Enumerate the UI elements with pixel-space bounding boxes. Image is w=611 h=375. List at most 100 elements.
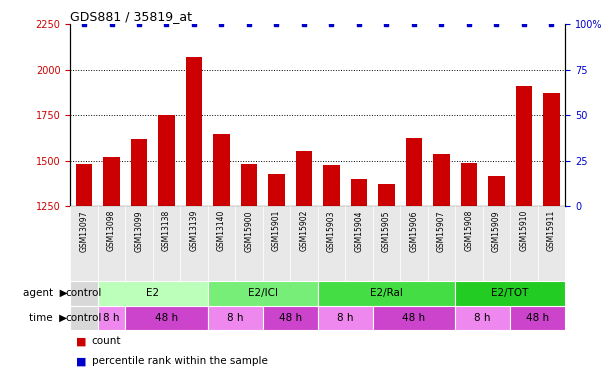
Bar (98, 281, 208, 306)
Bar (378, 183, 395, 206)
Bar (433, 153, 450, 206)
Point (492, 21, 502, 27)
Text: GSM15900: GSM15900 (244, 210, 254, 252)
Text: agent  ▶: agent ▶ (23, 288, 67, 298)
Text: 48 h: 48 h (279, 313, 302, 323)
Point (134, 21, 144, 27)
Bar (318, 281, 455, 306)
Text: GSM15905: GSM15905 (382, 210, 391, 252)
Bar (213, 134, 230, 206)
Bar (235, 206, 263, 281)
Point (381, 21, 392, 27)
Text: GSM15903: GSM15903 (327, 210, 336, 252)
Bar (373, 306, 455, 330)
Text: GSM13138: GSM13138 (162, 210, 171, 251)
Text: GSM15901: GSM15901 (272, 210, 281, 251)
Text: E2/Ral: E2/Ral (370, 288, 403, 298)
Text: ■: ■ (76, 336, 87, 346)
Text: GSM15910: GSM15910 (519, 210, 529, 251)
Bar (125, 306, 208, 330)
Point (272, 21, 282, 27)
Bar (461, 163, 477, 206)
Point (244, 21, 254, 27)
Bar (296, 151, 312, 206)
Bar (103, 157, 120, 206)
Bar (131, 139, 147, 206)
Bar (455, 306, 510, 330)
Bar (180, 206, 208, 281)
Point (547, 21, 557, 27)
Text: GSM13097: GSM13097 (79, 210, 89, 252)
Text: GSM15906: GSM15906 (409, 210, 419, 252)
Text: 48 h: 48 h (155, 313, 178, 323)
Text: GSM13139: GSM13139 (189, 210, 199, 251)
Bar (153, 206, 180, 281)
Text: E2/TOT: E2/TOT (491, 288, 529, 298)
Bar (318, 206, 345, 281)
Text: E2: E2 (146, 288, 159, 298)
Bar (208, 306, 263, 330)
Text: percentile rank within the sample: percentile rank within the sample (92, 357, 268, 366)
Text: E2/ICI: E2/ICI (247, 288, 278, 298)
Point (354, 21, 364, 27)
Text: GSM15908: GSM15908 (464, 210, 474, 251)
Text: GSM15904: GSM15904 (354, 210, 364, 252)
Text: ■: ■ (76, 357, 87, 366)
Text: GDS881 / 35819_at: GDS881 / 35819_at (70, 10, 192, 23)
Bar (455, 281, 565, 306)
Bar (241, 164, 257, 206)
Bar (70, 306, 98, 330)
Bar (158, 116, 175, 206)
Bar (76, 164, 92, 206)
Bar (488, 176, 505, 206)
Bar (543, 93, 560, 206)
Bar (516, 86, 532, 206)
Bar (98, 306, 125, 330)
Text: GSM15909: GSM15909 (492, 210, 501, 252)
Text: 8 h: 8 h (103, 313, 120, 323)
Text: 8 h: 8 h (337, 313, 354, 323)
Bar (268, 174, 285, 206)
Point (299, 21, 309, 27)
Bar (406, 138, 422, 206)
Bar (263, 306, 318, 330)
Point (107, 21, 117, 27)
Bar (345, 206, 373, 281)
Point (464, 21, 474, 27)
Point (217, 21, 227, 27)
Bar (263, 206, 290, 281)
Text: 8 h: 8 h (227, 313, 244, 323)
Text: control: control (66, 288, 102, 298)
Text: 8 h: 8 h (474, 313, 491, 323)
Bar (208, 206, 235, 281)
Bar (510, 206, 538, 281)
Bar (318, 306, 373, 330)
Bar (125, 206, 153, 281)
Text: GSM13099: GSM13099 (134, 210, 144, 252)
Text: time  ▶: time ▶ (29, 313, 67, 323)
Bar (70, 281, 98, 306)
Point (437, 21, 447, 27)
Point (409, 21, 419, 27)
Bar (400, 206, 428, 281)
Bar (186, 57, 202, 206)
Point (189, 21, 199, 27)
Point (79, 21, 89, 27)
Bar (428, 206, 455, 281)
Bar (455, 206, 483, 281)
Point (161, 21, 171, 27)
Text: control: control (66, 313, 102, 323)
Bar (538, 206, 565, 281)
Text: GSM15907: GSM15907 (437, 210, 446, 252)
Bar (70, 206, 98, 281)
Bar (208, 281, 318, 306)
Bar (290, 206, 318, 281)
Point (519, 21, 529, 27)
Text: GSM15911: GSM15911 (547, 210, 556, 251)
Text: 48 h: 48 h (403, 313, 425, 323)
Text: 48 h: 48 h (526, 313, 549, 323)
Bar (98, 206, 125, 281)
Bar (510, 306, 565, 330)
Bar (323, 165, 340, 206)
Point (327, 21, 337, 27)
